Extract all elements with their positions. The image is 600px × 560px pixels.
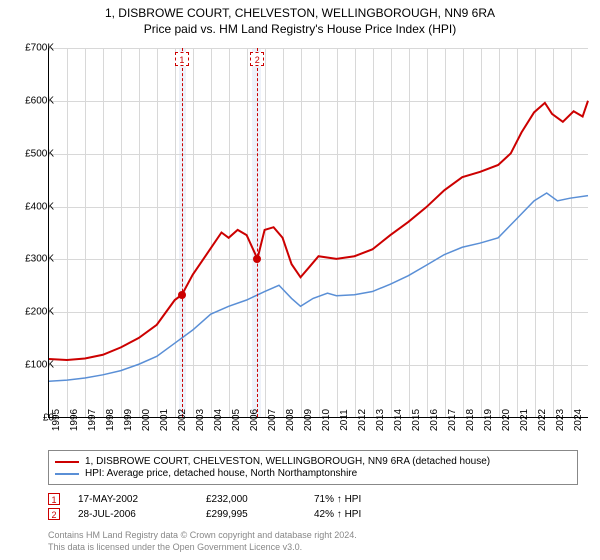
x-tick-label: 2010 bbox=[321, 409, 332, 431]
legend-swatch bbox=[55, 473, 79, 475]
annotation-price: £232,000 bbox=[206, 494, 296, 505]
chart-container: 1, DISBROWE COURT, CHELVESTON, WELLINGBO… bbox=[0, 0, 600, 560]
x-tick-label: 2024 bbox=[573, 409, 584, 431]
sale-marker-box: 2 bbox=[250, 52, 264, 66]
sale-marker-dot bbox=[178, 291, 186, 299]
footer-line-1: Contains HM Land Registry data © Crown c… bbox=[48, 530, 357, 542]
x-tick-label: 2017 bbox=[447, 409, 458, 431]
y-tick-label: £100K bbox=[25, 360, 54, 371]
footer: Contains HM Land Registry data © Crown c… bbox=[48, 530, 357, 553]
y-tick-label: £600K bbox=[25, 95, 54, 106]
legend-row: HPI: Average price, detached house, Nort… bbox=[55, 468, 571, 479]
x-tick-label: 2021 bbox=[519, 409, 530, 431]
x-tick-label: 2003 bbox=[195, 409, 206, 431]
plot-area: 12 bbox=[48, 48, 588, 418]
titles: 1, DISBROWE COURT, CHELVESTON, WELLINGBO… bbox=[0, 0, 600, 36]
legend: 1, DISBROWE COURT, CHELVESTON, WELLINGBO… bbox=[48, 450, 578, 485]
x-tick-label: 2000 bbox=[141, 409, 152, 431]
annotation-pct: 71% ↑ HPI bbox=[314, 494, 404, 505]
title-line-1: 1, DISBROWE COURT, CHELVESTON, WELLINGBO… bbox=[0, 6, 600, 20]
x-tick-label: 2018 bbox=[465, 409, 476, 431]
x-tick-label: 2004 bbox=[213, 409, 224, 431]
y-tick-label: £300K bbox=[25, 254, 54, 265]
y-tick-label: £700K bbox=[25, 43, 54, 54]
title-line-2: Price paid vs. HM Land Registry's House … bbox=[0, 22, 600, 36]
x-tick-label: 2011 bbox=[339, 409, 350, 431]
x-tick-label: 2016 bbox=[429, 409, 440, 431]
annotation-row: 2 28-JUL-2006 £299,995 42% ↑ HPI bbox=[48, 508, 578, 520]
x-tick-label: 1995 bbox=[51, 409, 62, 431]
x-tick-label: 2013 bbox=[375, 409, 386, 431]
annotation-marker: 2 bbox=[48, 508, 60, 520]
line-svg bbox=[49, 48, 588, 417]
legend-swatch bbox=[55, 461, 79, 463]
x-tick-label: 2020 bbox=[501, 409, 512, 431]
x-tick-label: 2002 bbox=[177, 409, 188, 431]
annotation-table: 1 17-MAY-2002 £232,000 71% ↑ HPI 2 28-JU… bbox=[48, 490, 578, 523]
x-tick-label: 1999 bbox=[123, 409, 134, 431]
y-tick-label: £400K bbox=[25, 201, 54, 212]
annotation-row: 1 17-MAY-2002 £232,000 71% ↑ HPI bbox=[48, 493, 578, 505]
sale-marker-line bbox=[257, 48, 258, 417]
x-tick-label: 2006 bbox=[249, 409, 260, 431]
x-tick-label: 1996 bbox=[69, 409, 80, 431]
annotation-pct: 42% ↑ HPI bbox=[314, 509, 404, 520]
series-hpi bbox=[49, 193, 588, 381]
legend-row: 1, DISBROWE COURT, CHELVESTON, WELLINGBO… bbox=[55, 456, 571, 467]
annotation-price: £299,995 bbox=[206, 509, 296, 520]
y-tick-label: £500K bbox=[25, 148, 54, 159]
series-price_paid bbox=[49, 101, 588, 360]
x-tick-label: 2001 bbox=[159, 409, 170, 431]
footer-line-2: This data is licensed under the Open Gov… bbox=[48, 542, 357, 554]
x-tick-label: 2012 bbox=[357, 409, 368, 431]
x-tick-label: 2022 bbox=[537, 409, 548, 431]
sale-marker-line bbox=[182, 48, 183, 417]
x-tick-label: 2009 bbox=[303, 409, 314, 431]
x-tick-label: 2008 bbox=[285, 409, 296, 431]
sale-marker-dot bbox=[253, 255, 261, 263]
x-tick-label: 2007 bbox=[267, 409, 278, 431]
x-tick-label: 1998 bbox=[105, 409, 116, 431]
sale-marker-box: 1 bbox=[175, 52, 189, 66]
x-tick-label: 2015 bbox=[411, 409, 422, 431]
annotation-date: 17-MAY-2002 bbox=[78, 494, 188, 505]
x-tick-label: 2014 bbox=[393, 409, 404, 431]
annotation-marker: 1 bbox=[48, 493, 60, 505]
y-tick-label: £200K bbox=[25, 307, 54, 318]
legend-label: 1, DISBROWE COURT, CHELVESTON, WELLINGBO… bbox=[85, 456, 490, 467]
x-tick-label: 2005 bbox=[231, 409, 242, 431]
legend-label: HPI: Average price, detached house, Nort… bbox=[85, 468, 357, 479]
x-tick-label: 2019 bbox=[483, 409, 494, 431]
annotation-date: 28-JUL-2006 bbox=[78, 509, 188, 520]
x-tick-label: 2023 bbox=[555, 409, 566, 431]
x-tick-label: 1997 bbox=[87, 409, 98, 431]
